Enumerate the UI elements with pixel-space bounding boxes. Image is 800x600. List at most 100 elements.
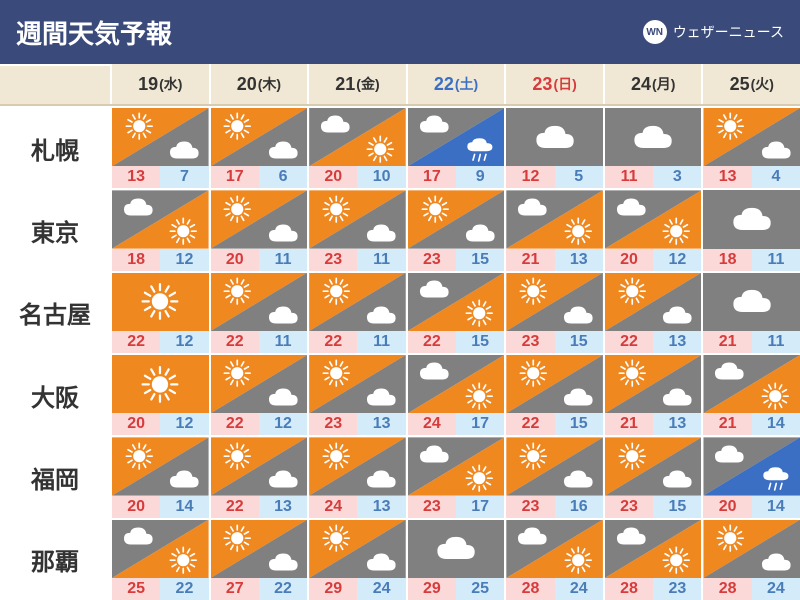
city-row: 大阪 20 12 22 12 (0, 353, 800, 435)
forecast-cell: 29 24 (307, 518, 406, 600)
cloud-icon (709, 358, 750, 385)
city-name: 福岡 (0, 435, 110, 517)
temp-high: 23 (506, 496, 554, 518)
cloud-icon (263, 466, 304, 493)
temp-low: 10 (357, 166, 405, 188)
temp-low: 15 (555, 413, 603, 435)
temp-high: 28 (506, 578, 554, 600)
temps: 22 15 (408, 331, 505, 353)
forecast-cell: .cloud-svg{left:22%;top:20%} 21 11 (701, 271, 800, 353)
temp-high: 22 (605, 331, 653, 353)
forecast-cell: .cloud-svg{left:22%;top:20%} 12 5 (504, 106, 603, 188)
cloud-icon (414, 358, 455, 385)
logo-badge-icon: WN (643, 20, 667, 44)
day-header: 19(水) (110, 64, 209, 104)
day-header: 25(火) (701, 64, 800, 104)
sun-icon (655, 216, 697, 246)
day-dow: (日) (553, 74, 576, 94)
forecast-cell: 23 15 (406, 188, 505, 270)
temps: 22 11 (211, 331, 308, 353)
temp-low: 4 (752, 166, 800, 188)
cloud-icon (315, 111, 356, 138)
temp-low: 9 (456, 166, 504, 188)
cloud-icon (528, 120, 582, 155)
temp-high: 22 (112, 331, 160, 353)
sun-icon (512, 358, 554, 388)
temp-high: 20 (309, 166, 357, 188)
cloud-icon (118, 194, 159, 221)
forecast-cell: 20 14 (110, 435, 209, 517)
day-dow: (木) (258, 74, 281, 94)
sun-icon (216, 194, 258, 224)
temps: 13 4 (703, 166, 800, 188)
sun-icon (458, 463, 500, 493)
day-header: 23(日) (504, 64, 603, 104)
cloud-icon (756, 549, 797, 576)
forecast-cell: 21 13 (603, 353, 702, 435)
temp-high: 20 (703, 496, 751, 518)
city-row: 那覇 25 22 27 22 (0, 518, 800, 600)
temp-high: 22 (309, 331, 357, 353)
temp-high: 22 (408, 331, 456, 353)
temp-high: 20 (211, 249, 259, 271)
cloud-icon (361, 549, 402, 576)
forecast-cell: 22 11 (307, 271, 406, 353)
temp-high: 22 (211, 413, 259, 435)
city-name: 那覇 (0, 518, 110, 600)
temps: 17 9 (408, 166, 505, 188)
temps: 24 17 (408, 413, 505, 435)
temps: 25 22 (112, 578, 209, 600)
temp-low: 13 (653, 413, 701, 435)
temps: 22 12 (211, 413, 308, 435)
rain-icon (756, 464, 797, 493)
day-num: 22 (434, 74, 454, 95)
sun-icon (557, 216, 599, 246)
cloud-icon (429, 531, 483, 566)
forecast-cell: 25 22 (110, 518, 209, 600)
sun-icon (709, 111, 751, 141)
city-name: 大阪 (0, 353, 110, 435)
forecast-cell: 23 15 (603, 435, 702, 517)
cloud-icon (361, 220, 402, 247)
temp-low: 22 (160, 578, 208, 600)
temp-high: 23 (506, 331, 554, 353)
city-row: 福岡 20 14 22 13 (0, 435, 800, 517)
cloud-icon (725, 284, 779, 319)
temp-low: 24 (357, 578, 405, 600)
forecast-cell: .cloud-svg{left:22%;top:20%} 11 3 (603, 106, 702, 188)
day-dow: (火) (751, 74, 774, 94)
temp-high: 12 (506, 166, 554, 188)
temp-low: 16 (555, 496, 603, 518)
sun-icon (611, 441, 653, 471)
temp-high: 17 (211, 166, 259, 188)
forecast-cell: 20 10 (307, 106, 406, 188)
temps: 23 13 (309, 413, 406, 435)
cloud-icon (164, 137, 205, 164)
sun-icon (611, 358, 653, 388)
forecast-cell: 28 24 (504, 518, 603, 600)
forecast-cell: 20 12 (110, 353, 209, 435)
sun-icon (611, 276, 653, 306)
temp-low: 13 (357, 413, 405, 435)
forecast-cell: 22 15 (504, 353, 603, 435)
cloud-icon (725, 202, 779, 237)
cloud-icon (460, 220, 501, 247)
day-dow: (水) (159, 74, 182, 94)
temps: 11 3 (605, 166, 702, 188)
temp-high: 21 (703, 413, 751, 435)
forecast-cell: .cloud-svg{left:22%;top:20%} 29 25 (406, 518, 505, 600)
header-row: 19(水) 20(木) 21(金) 22(土) 23(日) 24(月) 25(火… (0, 64, 800, 106)
forecast-cell: 17 6 (209, 106, 308, 188)
day-dow: (土) (455, 74, 478, 94)
temp-high: 20 (605, 249, 653, 271)
day-header: 21(金) (307, 64, 406, 104)
forecast-cell: 28 23 (603, 518, 702, 600)
cloud-icon (361, 302, 402, 329)
temps: 28 24 (506, 578, 603, 600)
sun-icon (216, 111, 258, 141)
logo-text: ウェザーニュース (673, 22, 784, 42)
temp-low: 17 (456, 413, 504, 435)
temp-low: 11 (259, 249, 307, 271)
temps: 23 11 (309, 249, 406, 271)
temp-low: 14 (752, 413, 800, 435)
